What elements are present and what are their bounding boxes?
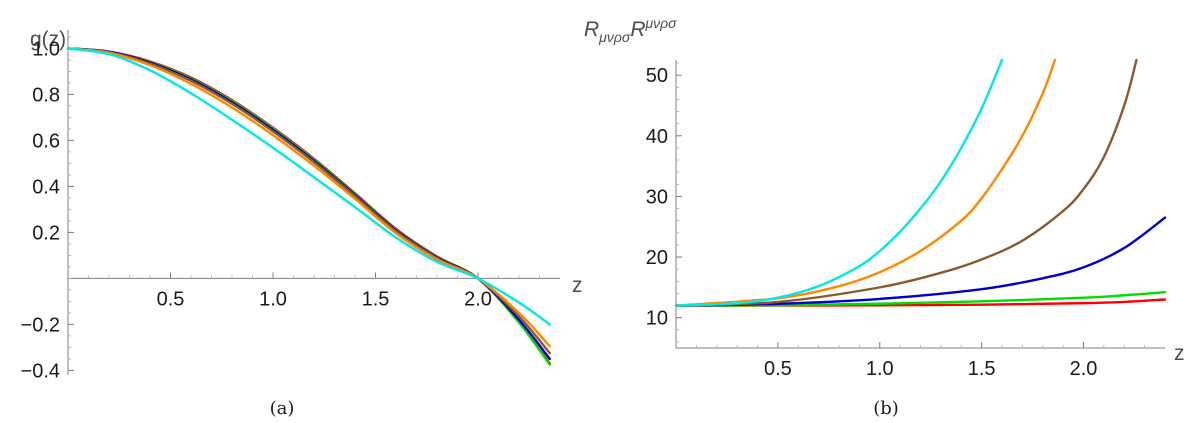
- x-axis-title-b: z: [1174, 342, 1185, 365]
- series-line-b-4: [674, 58, 1057, 307]
- ylabel-sub: μνρσ: [598, 29, 631, 45]
- series-line-a-0: [66, 47, 551, 365]
- series-line-b-5: [674, 58, 1004, 307]
- x-tick-label-a: 0.5: [157, 288, 185, 310]
- y-tick-label-a: −0.2: [21, 314, 60, 336]
- series-line-b-2: [674, 216, 1167, 307]
- series-line-b-3: [674, 58, 1138, 307]
- x-tick-label-a: 1.5: [362, 288, 390, 310]
- caption-a: (a): [270, 398, 295, 419]
- chart-panel-a: g(z) z (a) 0.5 1.0 1.5 2.0 −0.4 −0.2 0.2 0.4 0.6…: [21, 28, 583, 419]
- series-line-a-2: [66, 47, 551, 361]
- series-line-b-1: [674, 291, 1167, 307]
- y-tick-label-b: 10: [646, 308, 668, 330]
- x-tick-label-a: 1.0: [259, 288, 287, 310]
- ylabel-r1: R: [584, 18, 599, 41]
- y-axis-title-a: g(z): [30, 28, 66, 51]
- y-tick-label-a: −0.4: [21, 360, 60, 382]
- x-tick-label-b: 1.0: [866, 358, 894, 380]
- x-tick-label-b: 2.0: [1070, 358, 1098, 380]
- series-line-a-1: [66, 47, 551, 366]
- x-axis-title-a: z: [572, 274, 583, 297]
- y-tick-label-a: 0.2: [32, 222, 60, 244]
- y-axis-title-b: RμνρσRμνρσ: [584, 15, 677, 45]
- y-tick-label-b: 20: [646, 247, 668, 269]
- y-tick-label-a: 0.4: [32, 176, 60, 198]
- x-tick-label-b: 0.5: [764, 358, 792, 380]
- series-line-a-5: [66, 47, 551, 326]
- ylabel-sup: μνρσ: [644, 15, 677, 31]
- y-tick-label-b: 30: [646, 186, 668, 208]
- x-tick-label-b: 1.5: [968, 358, 996, 380]
- y-tick-label-b: 50: [646, 65, 668, 87]
- y-tick-label-b: 40: [646, 126, 668, 148]
- y-tick-label-a: 1.0: [32, 38, 60, 60]
- x-tick-label-a: 2.0: [464, 288, 492, 310]
- y-tick-label-a: 0.6: [32, 130, 60, 152]
- y-tick-label-a: 0.8: [32, 84, 60, 106]
- caption-b: (b): [873, 398, 899, 419]
- ylabel-r2: R: [630, 18, 645, 41]
